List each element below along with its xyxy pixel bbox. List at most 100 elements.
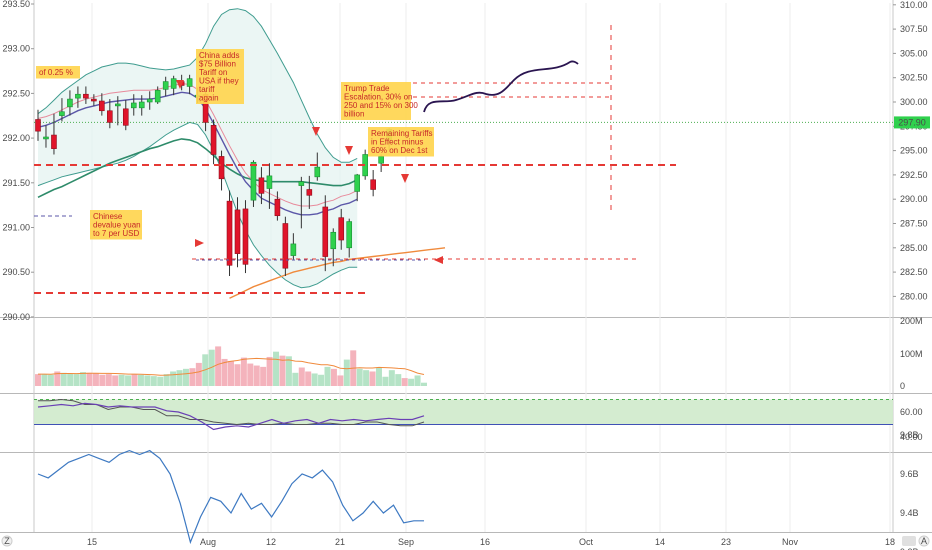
annotation-text: in Effect minus: [371, 138, 423, 147]
candle-body: [226, 200, 233, 266]
candle-body: [115, 103, 121, 107]
annotation-text: China adds: [199, 51, 239, 60]
volume-bar: [163, 374, 170, 386]
annotation-box: [341, 82, 411, 120]
volume-bar: [421, 382, 427, 386]
left-tick-label: 292.50: [2, 88, 30, 98]
x-tick-label: 14: [655, 537, 665, 547]
current-price-tag-label: 297.90: [898, 117, 926, 127]
volume-bar: [118, 374, 125, 386]
arrow-marker: [345, 146, 353, 155]
arrow-marker: [176, 80, 184, 89]
volume-bar: [298, 367, 305, 386]
volume-bar: [311, 373, 318, 386]
x-tick-label: 15: [87, 537, 97, 547]
volume-bar: [137, 374, 144, 386]
volume-bar: [234, 364, 241, 386]
volume-bar: [208, 349, 215, 386]
candle-body: [354, 174, 361, 192]
candle-body: [298, 181, 305, 186]
x-tick-label: 23: [721, 537, 731, 547]
volume-bar: [41, 374, 48, 386]
volume-bar: [337, 375, 344, 386]
moving-average-long-line: [229, 247, 446, 299]
volume-bar: [105, 374, 112, 386]
candle-body: [218, 156, 225, 180]
volume-bar: [54, 371, 61, 386]
right-tick-label: 305.00: [900, 48, 928, 58]
candle-body: [290, 243, 297, 256]
candle-body: [370, 179, 376, 190]
arrow-marker: [434, 256, 443, 264]
volume-bar: [176, 370, 183, 386]
candle-body: [146, 98, 153, 103]
left-tick-label: 293.50: [2, 0, 30, 9]
left-tick-label: 290.00: [2, 312, 30, 322]
candle-body: [107, 110, 113, 123]
line-pane: [37, 449, 424, 545]
volume-bar: [240, 357, 247, 386]
volume-bar: [273, 351, 280, 386]
candle-body: [91, 98, 97, 102]
left-tick-label: 291.50: [2, 178, 30, 188]
corner-label-right: A: [921, 536, 927, 546]
volume-tick-label: 0: [900, 381, 905, 391]
annotation-text: Trump Trade: [344, 84, 390, 93]
left-tick-label: 291.00: [2, 223, 30, 233]
arrow-marker: [195, 239, 204, 247]
annotation-box: [90, 210, 142, 240]
annotation-text: Tariff on: [199, 68, 227, 77]
annotation-text: Remaining Tariffs: [371, 129, 433, 138]
volume-bar: [266, 356, 273, 386]
volume-tick-label: 200M: [900, 316, 923, 326]
candle-body: [242, 208, 249, 265]
volume-bar: [60, 372, 67, 386]
annotation-text: USA if they: [199, 77, 239, 86]
annotation-text: 250 and 15% on 300: [344, 101, 418, 110]
volume-bar: [221, 358, 228, 386]
volume-bar: [356, 368, 363, 386]
annotation-box: [368, 127, 434, 157]
arrow-marker: [312, 127, 320, 136]
volume-bar: [318, 374, 325, 386]
trend-drawings: [34, 25, 676, 294]
candle-body: [210, 125, 217, 155]
volume-bar: [189, 368, 196, 386]
right-tick-label: 282.50: [900, 267, 928, 277]
left-tick-label: 292.00: [2, 133, 30, 143]
candle-body: [138, 101, 145, 109]
candle-body: [130, 102, 137, 109]
annotation-text: billion: [344, 110, 364, 119]
annotation-text: 60% on Dec 1st: [371, 146, 428, 155]
right-tick-label: 300.00: [900, 97, 928, 107]
annotation-text: again: [199, 94, 219, 103]
current-price-tag: [894, 116, 930, 129]
corner-badge-right: [918, 535, 930, 547]
volume-bar: [144, 375, 151, 386]
arrow-marker: [401, 174, 409, 183]
candle-body: [266, 175, 273, 189]
line-series: [37, 449, 424, 545]
x-tick-label: Nov: [782, 537, 799, 547]
volume-bar: [47, 374, 54, 386]
volume-bar: [375, 367, 382, 386]
line-tick-label: 9.4B: [900, 508, 919, 518]
oscillator-line: [37, 402, 425, 431]
candles: [35, 74, 392, 276]
oscillator-tick-label: 60.00: [900, 407, 923, 417]
right-tick-label: 295.00: [900, 146, 928, 156]
annotation-text: Chinese: [93, 212, 123, 221]
candle-body: [154, 90, 161, 103]
candle-body: [51, 134, 57, 149]
x-tick-label: Oct: [579, 537, 594, 547]
volume-bar: [80, 372, 87, 386]
candle-body: [346, 221, 353, 249]
annotation-text: to 7 per USD: [93, 229, 139, 238]
volume-bar: [382, 376, 389, 386]
corner-label-left: Z: [4, 536, 10, 546]
annotation-text: Escalation, 30% on: [344, 93, 413, 102]
candle-body: [338, 217, 345, 241]
